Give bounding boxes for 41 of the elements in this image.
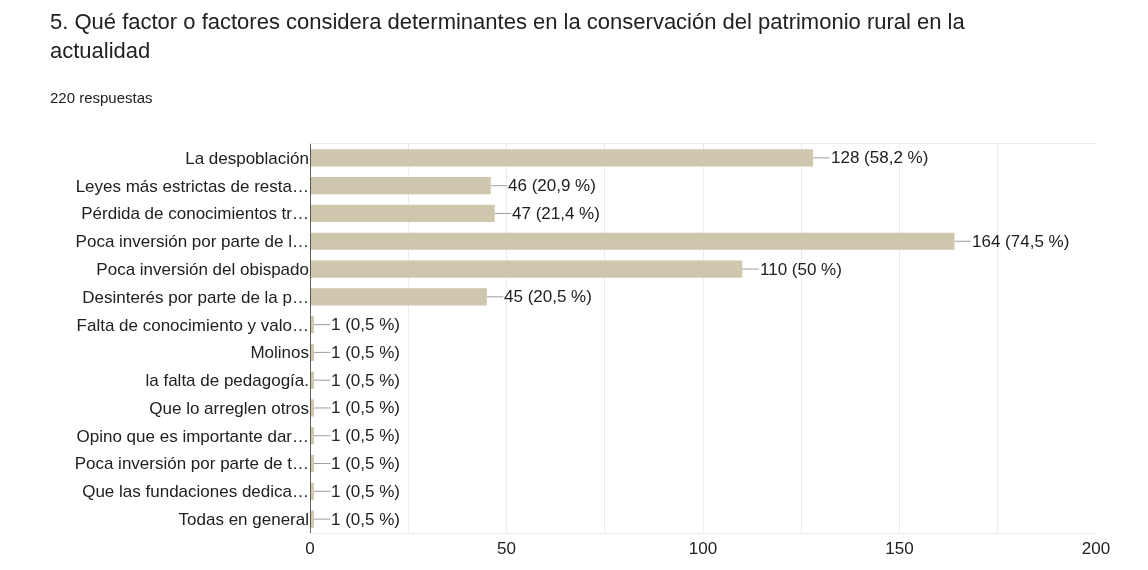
data-label: 46 (20,9 %): [508, 176, 596, 195]
y-tick-label: la falta de pedagogía.: [145, 371, 309, 391]
text: 220 respuestas: [50, 89, 153, 106]
data-label: 1 (0,5 %): [331, 315, 400, 334]
y-tick-label: Opino que es importante dar…: [76, 426, 309, 446]
y-tick-label: Poca inversión por parte de t…: [74, 454, 309, 474]
data-label: 47 (21,4 %): [512, 204, 600, 223]
bar: [310, 232, 955, 250]
bar: [310, 149, 814, 167]
y-tick-label: Falta de conocimiento y valo…: [76, 315, 309, 335]
chart-title: 5. Qué factor o factores considera determinantes en la conservación del patrimonio rural en la actualidad: [50, 9, 966, 63]
x-tick-label: 0: [305, 539, 315, 559]
data-label: 110 (50 %): [760, 260, 842, 279]
y-tick-label: Poca inversión por parte de l…: [75, 232, 309, 252]
y-tick-label: La despoblación: [185, 148, 309, 168]
y-tick-label: Poca inversión del obispado: [96, 259, 309, 279]
x-tick-label: 50: [497, 539, 516, 559]
y-tick-label: Pérdida de conocimientos tr…: [81, 204, 309, 224]
y-tick-label: Que las fundaciones dedica…: [82, 482, 309, 502]
data-label: 1 (0,5 %): [331, 510, 400, 529]
data-label: 45 (20,5 %): [504, 287, 592, 306]
data-label: 1 (0,5 %): [331, 371, 400, 390]
data-label: 1 (0,5 %): [331, 398, 400, 417]
bar: [310, 177, 491, 195]
data-label: 1 (0,5 %): [331, 482, 400, 501]
data-label: 128 (58,2 %): [831, 148, 929, 167]
data-label: 164 (74,5 %): [972, 232, 1070, 251]
x-tick-label: 200: [1081, 539, 1111, 559]
x-tick-label: 150: [885, 539, 914, 559]
data-label: 1 (0,5 %): [331, 343, 400, 362]
bar: [310, 204, 495, 223]
y-tick-label: Desinterés por parte de la p…: [82, 287, 309, 307]
bar: [310, 288, 487, 306]
x-tick-label: 100: [688, 539, 718, 559]
data-label: 1 (0,5 %): [331, 454, 400, 473]
y-tick-label: Que lo arreglen otros: [149, 398, 309, 418]
data-label: 1 (0,5 %): [331, 426, 400, 445]
y-tick-label: Leyes más estrictas de resta…: [75, 176, 309, 196]
y-tick-label: Todas en general: [178, 510, 309, 530]
y-tick-label: Molinos: [250, 343, 309, 363]
bar: [310, 260, 743, 278]
